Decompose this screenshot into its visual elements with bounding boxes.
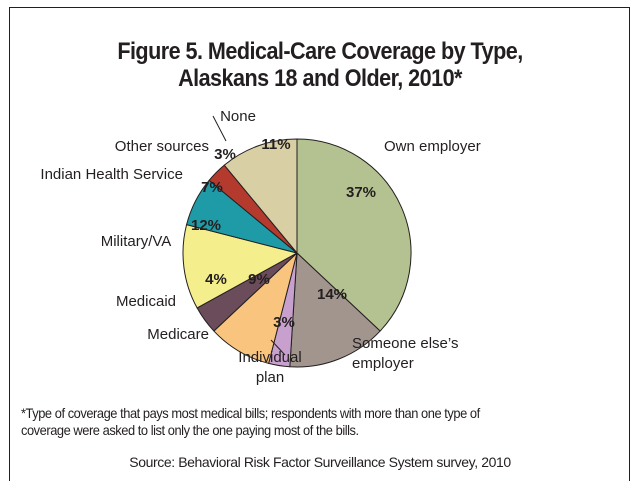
pie-slice-someone-else-s-employer <box>289 252 381 368</box>
slice-category-label: Medicaid <box>116 293 176 310</box>
slice-value-label: 9% <box>248 271 270 288</box>
category-labels: Own employer Someone else’s employer Indivi… <box>40 108 480 386</box>
slice-value-label: 14% <box>317 286 347 303</box>
slice-category-label: Other sources <box>115 138 209 155</box>
footnote-line1: *Type of coverage that pays most medical… <box>21 405 480 421</box>
figure-frame <box>9 7 630 481</box>
source-note: Source: Behavioral Risk Factor Surveilla… <box>129 454 511 470</box>
slice-category-label: Someone else’s employer <box>352 335 458 372</box>
pie-slice-own-employer <box>296 138 412 332</box>
slice-category-label: Military/VA <box>101 233 172 250</box>
chart-title-line2: Alaskans 18 and Older, 2010* <box>178 65 462 92</box>
pie-slices <box>182 138 412 368</box>
slice-category-label: None <box>220 108 256 125</box>
slice-category-label: Own employer <box>384 138 481 155</box>
leader-line <box>270 339 286 356</box>
slice-value-label: 37% <box>346 184 376 201</box>
pie-slice-none <box>223 138 298 254</box>
slice-value-label: 7% <box>201 179 223 196</box>
leader-lines <box>212 115 286 356</box>
slice-category-label: Indian Health Service <box>40 166 183 183</box>
slice-category-label: Medicare <box>147 326 209 343</box>
slice-value-label: 11% <box>261 136 290 153</box>
footnote-line2: coverage were asked to list only the one… <box>21 422 359 438</box>
value-labels: 37% 14% 3% 9% 4% 12% 7% 3% 11% <box>191 136 376 331</box>
slice-value-label: 3% <box>273 314 295 331</box>
chart-title: Figure 5. Medical-Care Coverage by Type, <box>117 38 523 65</box>
leader-line <box>212 115 227 142</box>
slice-value-label: 12% <box>191 217 221 234</box>
slice-value-label: 4% <box>205 271 227 288</box>
pie-slice-military-va <box>182 224 298 309</box>
slice-category-label: Individual plan <box>238 349 301 386</box>
slice-value-label: 3% <box>214 146 236 163</box>
